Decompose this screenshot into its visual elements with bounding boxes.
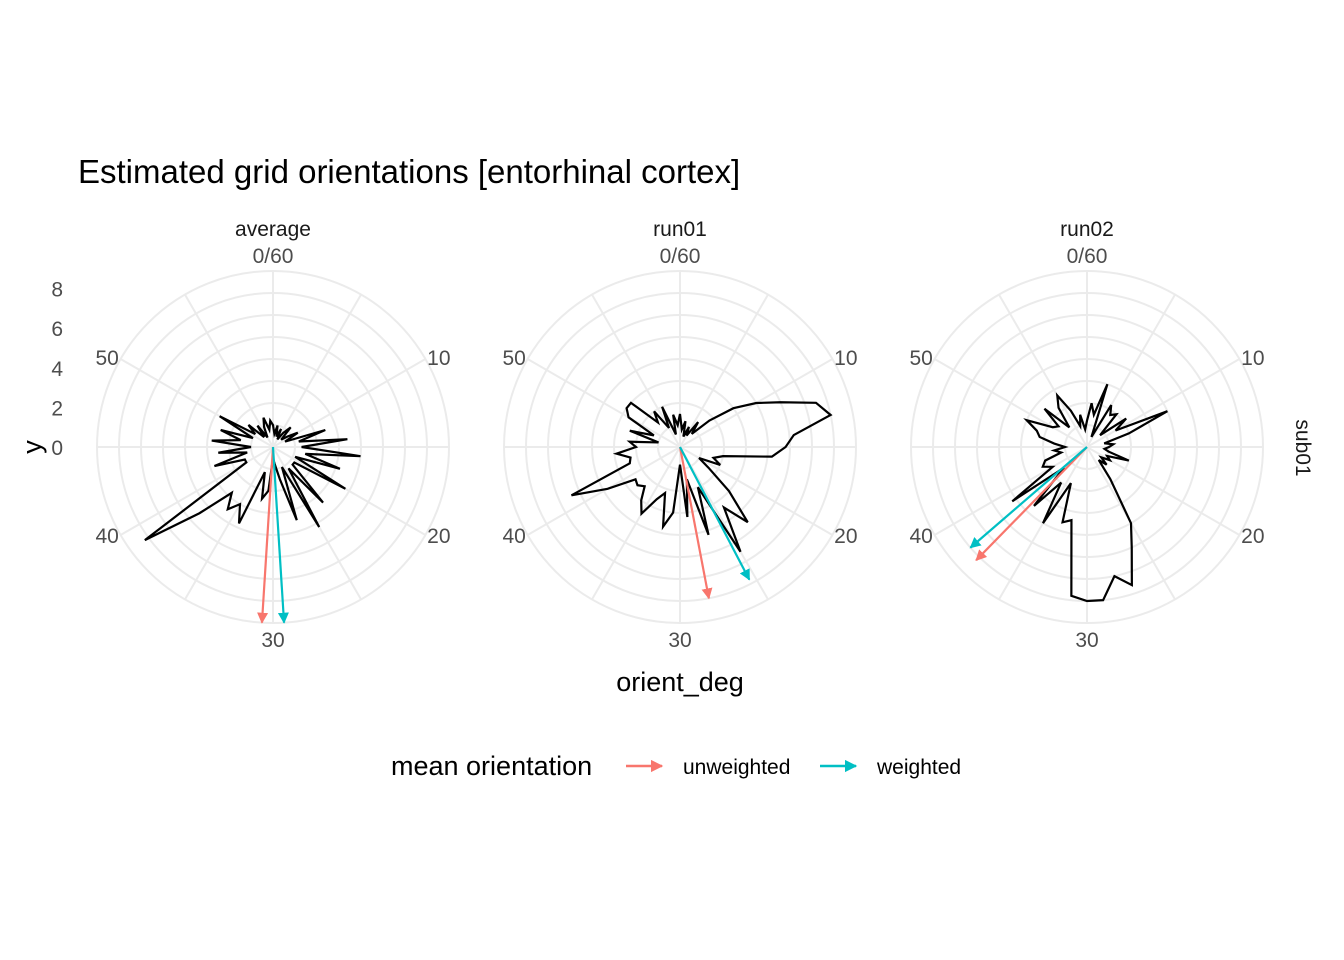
chart-title: Estimated grid orientations [entorhinal … <box>78 153 740 190</box>
theta-tick-label: 10 <box>834 347 857 370</box>
theta-tick-label: 40 <box>909 525 932 548</box>
legend-title: mean orientation <box>391 751 592 781</box>
y-tick-label: 4 <box>51 358 63 381</box>
grid-spoke <box>934 446 1088 536</box>
grid-spoke <box>679 294 769 448</box>
legend-label-unweighted: unweighted <box>683 756 790 779</box>
theta-tick-label: 0/60 <box>660 245 701 268</box>
y-axis-title: y <box>17 440 47 454</box>
orientation-profile-line <box>570 401 833 553</box>
theta-tick-label: 30 <box>261 629 284 652</box>
theta-tick-label: 40 <box>502 525 525 548</box>
theta-tick-label: 20 <box>1241 525 1264 548</box>
grid-spoke <box>527 358 681 448</box>
theta-tick-label: 10 <box>427 347 450 370</box>
grid-spoke <box>679 446 769 600</box>
grid-spoke <box>527 446 681 536</box>
theta-tick-label: 30 <box>668 629 691 652</box>
theta-tick-label: 0/60 <box>1067 245 1108 268</box>
panel-run02: 0/60 10 20 30 40 50 run02 <box>909 218 1264 652</box>
grid-spoke <box>120 358 274 448</box>
grid-spoke <box>934 358 1088 448</box>
theta-tick-label: 0/60 <box>253 245 294 268</box>
mean-arrow-unweighted <box>257 446 275 624</box>
grid-spoke <box>591 446 681 600</box>
theta-tick-label: 30 <box>1075 629 1098 652</box>
grid-spoke <box>272 358 426 448</box>
grid-spoke <box>998 294 1088 448</box>
legend: mean orientation unweighted weighted <box>391 751 961 781</box>
mean-arrow-unweighted <box>975 446 1088 561</box>
grid-spoke <box>272 446 426 536</box>
facet-strip-label: average <box>235 218 311 241</box>
y-tick-label: 0 <box>51 437 63 460</box>
y-axis-ticks: 0 2 4 6 8 <box>51 279 63 460</box>
mean-arrow-weighted <box>271 446 289 624</box>
theta-tick-label: 50 <box>909 347 932 370</box>
theta-tick-label: 10 <box>1241 347 1264 370</box>
y-tick-label: 6 <box>51 318 63 341</box>
grid-spoke <box>184 294 274 448</box>
y-tick-label: 2 <box>51 397 63 420</box>
panels: 0/60 10 20 30 40 50 average 0/60 10 20 30 40 50 run01… <box>95 218 1264 652</box>
grid-spoke <box>1086 358 1240 448</box>
grid-spoke <box>679 446 833 536</box>
mean-arrow-unweighted <box>678 446 713 600</box>
theta-tick-label: 20 <box>834 525 857 548</box>
grid-spoke <box>591 294 681 448</box>
row-strip-label: sub01 <box>1291 419 1314 476</box>
grid-spoke <box>272 294 362 448</box>
mean-arrow-weighted <box>969 446 1088 549</box>
theta-tick-label: 40 <box>95 525 118 548</box>
panel-average: 0/60 10 20 30 40 50 average <box>95 218 450 652</box>
facet-strip-label: run01 <box>653 218 707 241</box>
legend-label-weighted: weighted <box>876 756 961 779</box>
grid-spoke <box>120 446 274 536</box>
orientation-profile-line <box>1011 383 1168 603</box>
theta-tick-label: 50 <box>502 347 525 370</box>
panel-run01: 0/60 10 20 30 40 50 run01 <box>502 218 857 652</box>
theta-tick-label: 50 <box>95 347 118 370</box>
grid-spoke <box>184 446 274 600</box>
grid-spoke <box>1086 446 1240 536</box>
mean-arrow-weighted <box>679 446 751 581</box>
theta-tick-label: 20 <box>427 525 450 548</box>
facet-strip-label: run02 <box>1060 218 1114 241</box>
x-axis-title: orient_deg <box>616 667 744 697</box>
y-tick-label: 8 <box>51 279 63 302</box>
